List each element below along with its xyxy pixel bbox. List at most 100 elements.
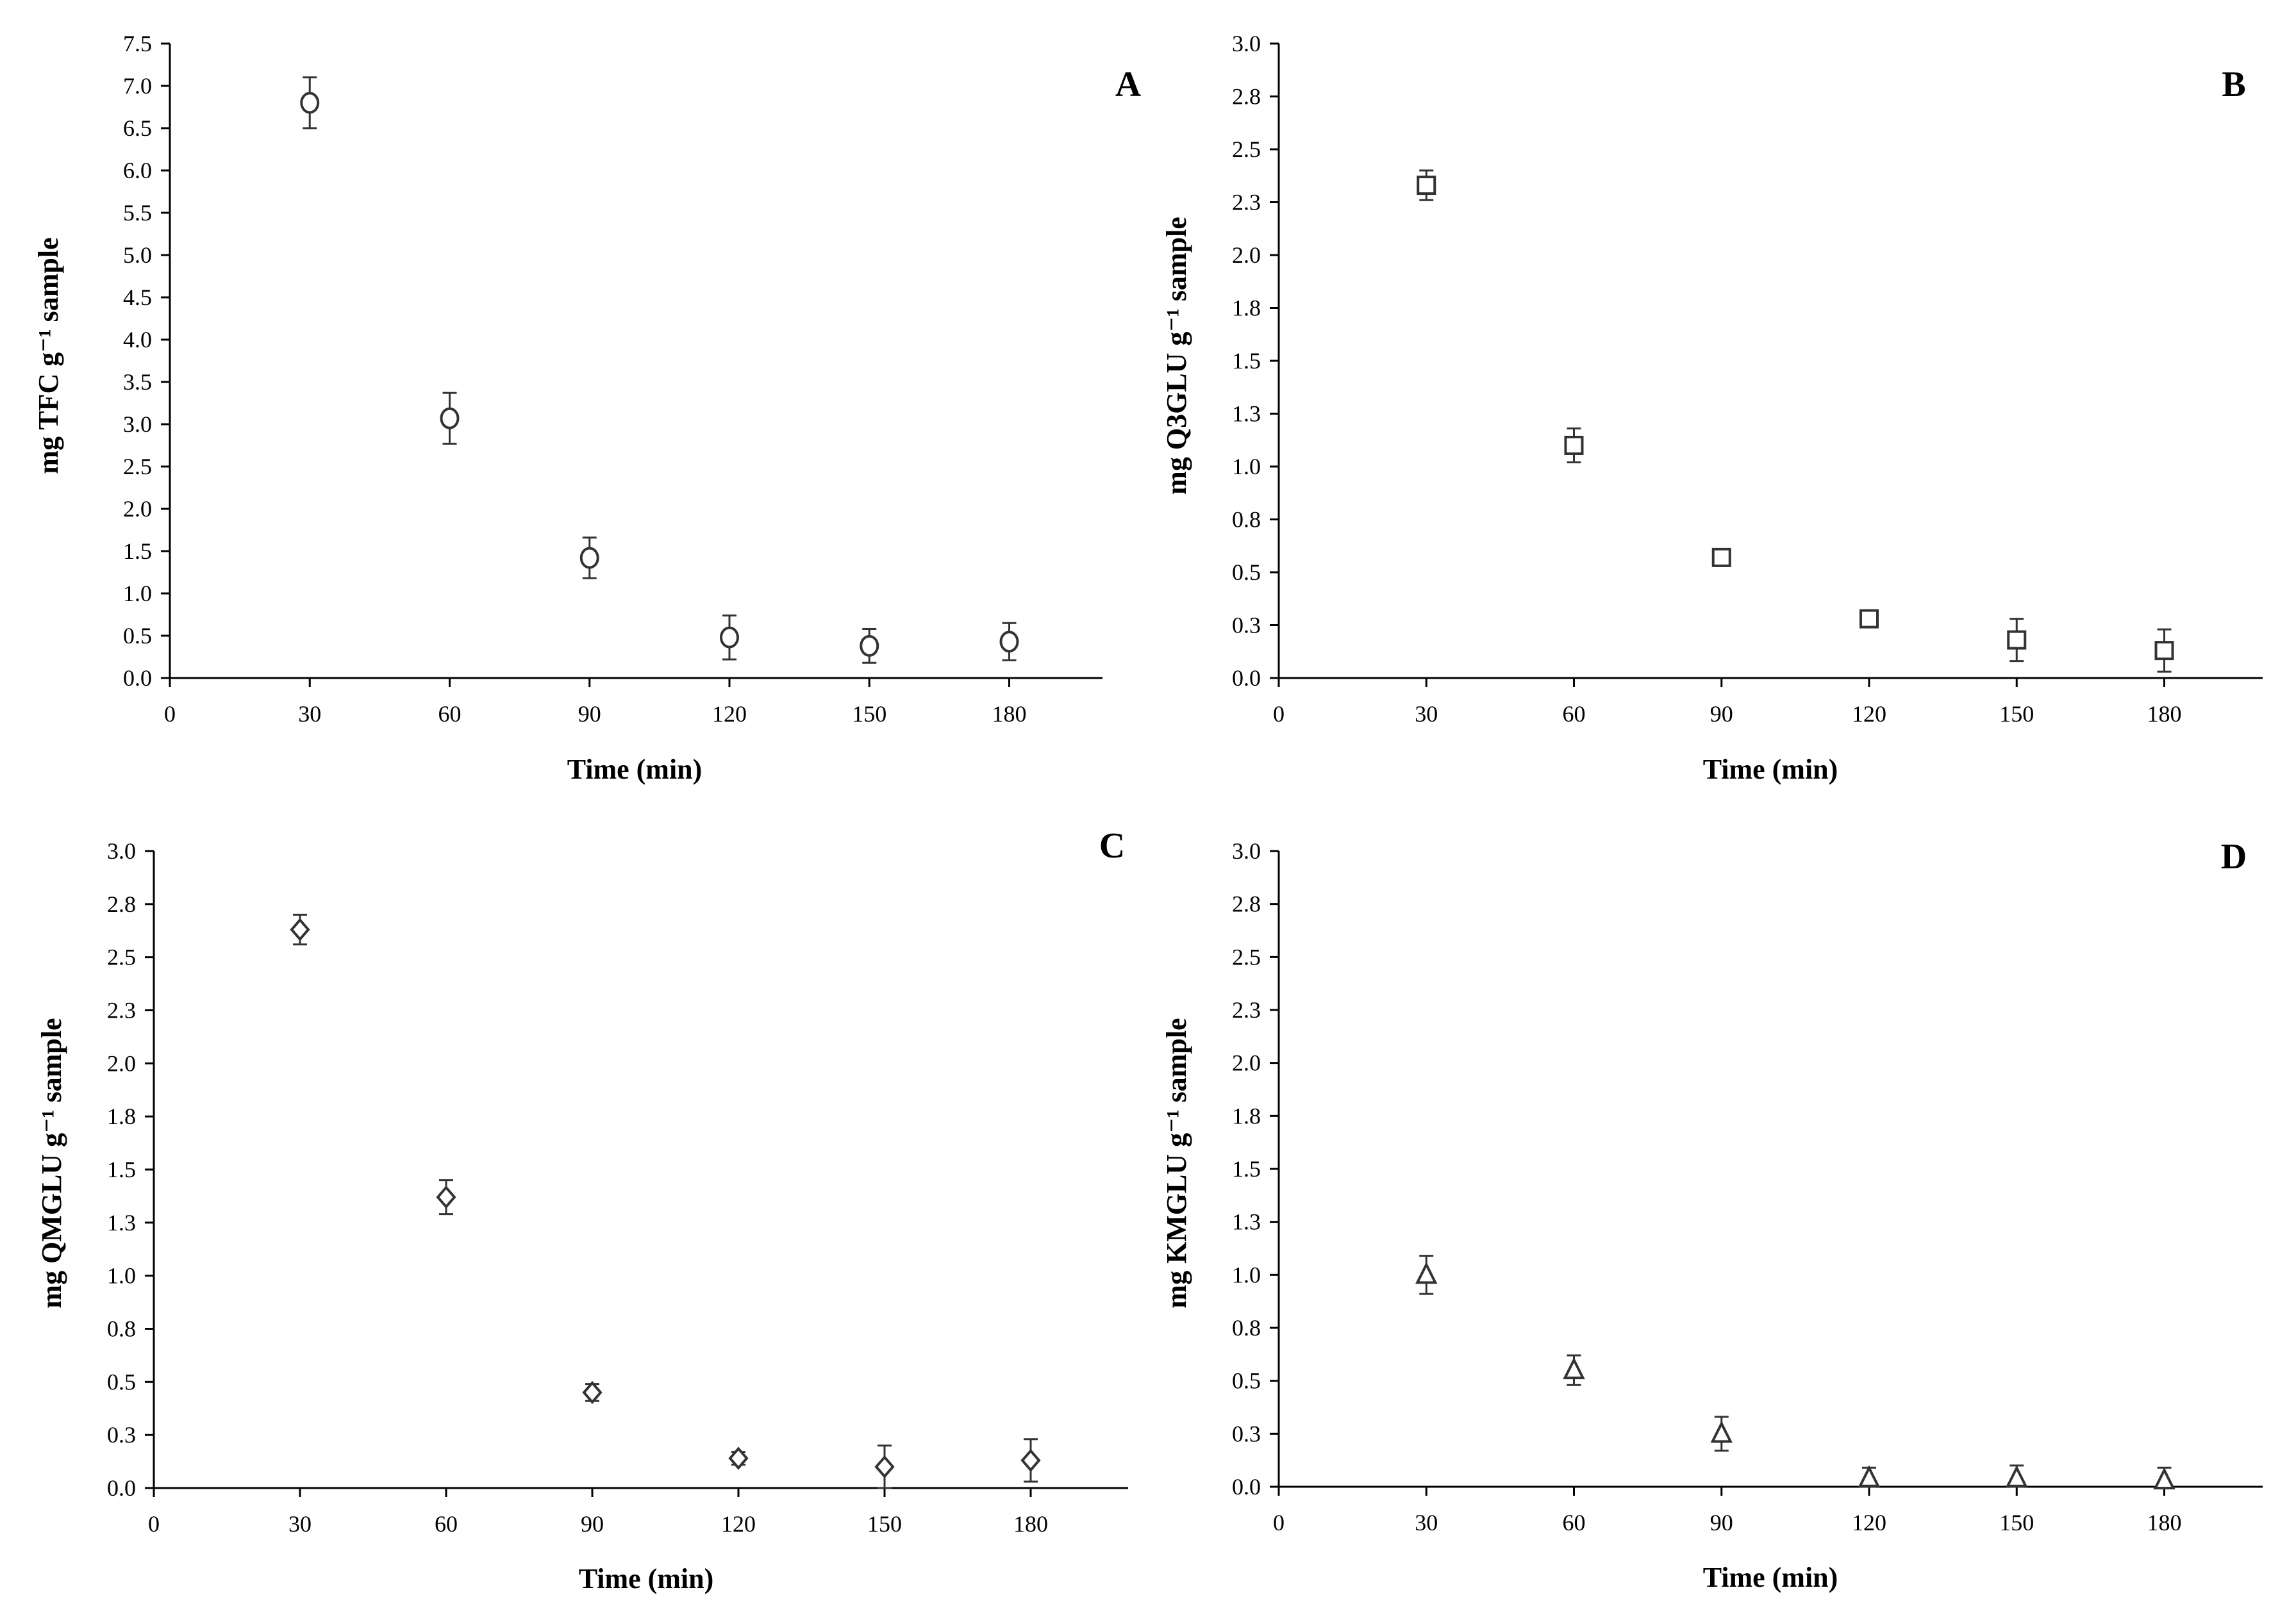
panel-c-y-axis-label: mg QMGLU g⁻¹ sample	[36, 1018, 67, 1308]
panel-c-marks	[290, 913, 1041, 1489]
panel-c-x-tick-label: 60	[435, 1511, 458, 1537]
panel-d-data-point	[1858, 1465, 1881, 1488]
panel-d-y-tick-label: 2.3	[1232, 997, 1261, 1023]
panel-c-letter: C	[1099, 826, 1125, 866]
panel-c-x-tick-label: 180	[1013, 1511, 1048, 1537]
panel-b-y-tick-label: 1.3	[1232, 401, 1261, 427]
panel-b-data-point	[2007, 618, 2027, 663]
panel-c-y-tick-label: 0.5	[107, 1369, 136, 1394]
panel-b-letter: B	[2222, 65, 2245, 104]
panel-a-x-tick-label: 30	[298, 701, 321, 727]
panel-a-y-tick-label: 5.5	[123, 200, 152, 226]
panel-a-data-point	[300, 76, 320, 129]
panel-b-marks	[1417, 169, 2174, 673]
panel-b-y-tick-label: 2.8	[1232, 84, 1261, 110]
panel-a-y-tick-label: 1.0	[123, 581, 152, 606]
panel-d-y-tick-label: 0.0	[1232, 1474, 1261, 1500]
panel-b-y-tick-label: 0.0	[1232, 665, 1261, 691]
panel-a-marker	[579, 547, 599, 569]
panel-c-y-tick-label: 0.8	[107, 1316, 136, 1342]
panel-b-y-tick-label: 2.3	[1232, 190, 1261, 215]
panel-d-y-tick-label: 2.0	[1232, 1050, 1261, 1076]
panel-d-y-tick-label: 1.0	[1232, 1262, 1261, 1287]
panel-a-data-point	[720, 614, 739, 661]
panel-c-marker	[290, 918, 310, 941]
panel-c-data-point	[582, 1380, 603, 1404]
panel-b-marker	[1859, 609, 1879, 629]
panel-b-axes: 0 30 60 90 120 150 180 0.0 0.3 0.5 0.8 1.0 1.3 1.5 1.8…	[1232, 31, 2263, 727]
panel-a-axes: 0 30 60 90 120 150 180 0.0 0.5 1.0 1.5 2.0 2.5 3.0 3.5…	[123, 31, 1102, 727]
panel-c-marker	[582, 1380, 603, 1404]
panel-c-y-tick-label: 1.3	[107, 1210, 136, 1236]
panel-b-x-tick-label: 60	[1563, 701, 1586, 727]
panel-b-x-tick-label: 120	[1852, 701, 1886, 727]
panel-c-data-point	[436, 1179, 456, 1216]
panel-a-y-tick-label: 3.0	[123, 411, 152, 437]
panel-a-x-tick-label: 180	[992, 701, 1027, 727]
panel-b-y-tick-label: 0.5	[1232, 559, 1261, 585]
panel-a-data-point	[440, 392, 460, 445]
panel-d: 0 30 60 90 120 150 180 0.0 0.3 0.5 0.8 1.0 1.3 1.5 1.8…	[1161, 837, 2263, 1593]
panel-c-y-tick-label: 2.8	[107, 891, 136, 917]
panel-b-x-tick-label: 30	[1415, 701, 1438, 727]
panel-a-y-tick-label: 7.0	[123, 73, 152, 99]
panel-a-y-tick-label: 4.0	[123, 327, 152, 352]
panel-d-data-point	[1415, 1255, 1438, 1295]
panel-c-y-tick-label: 2.3	[107, 998, 136, 1023]
panel-d-x-tick-label: 180	[2147, 1510, 2182, 1535]
panel-c-data-point	[728, 1446, 749, 1470]
panel-d-y-tick-label: 1.8	[1232, 1103, 1261, 1129]
panel-d-y-tick-label: 1.5	[1232, 1156, 1261, 1182]
panel-c-marker	[874, 1455, 895, 1478]
panel-a-marker	[440, 407, 460, 429]
panel-d-marker	[1415, 1261, 1438, 1284]
panel-c-y-tick-label: 2.0	[107, 1050, 136, 1076]
panel-d-y-axis-label: mg KMGLU g⁻¹ sample	[1161, 1018, 1192, 1308]
panel-c-y-tick-label: 2.5	[107, 945, 136, 970]
panel-b-y-tick-label: 1.8	[1232, 295, 1261, 321]
panel-c-marker	[728, 1446, 749, 1470]
panel-a-x-tick-label: 90	[578, 701, 601, 727]
panel-d-x-tick-label: 90	[1710, 1510, 1733, 1535]
panel-b-y-tick-label: 2.5	[1232, 136, 1261, 162]
panel-d-y-tick-label: 3.0	[1232, 838, 1261, 864]
panel-b-x-axis-label: Time (min)	[1703, 754, 1838, 785]
panel-a-marker	[999, 631, 1019, 653]
panel-a-y-tick-label: 2.0	[123, 496, 152, 522]
panel-d-y-tick-label: 1.3	[1232, 1209, 1261, 1235]
panel-a-y-tick-label: 6.5	[123, 115, 152, 141]
panel-d-y-tick-label: 0.3	[1232, 1421, 1261, 1446]
panel-a-x-tick-label: 0	[164, 701, 176, 727]
panel-c-axes: 0 30 60 90 120 150 180 0.0 0.3 0.5 0.8 1.0 1.3 1.5 1.8…	[107, 838, 1128, 1537]
panel-b-x-tick-label: 150	[1999, 701, 2034, 727]
panel-d-y-tick-label: 0.5	[1232, 1368, 1261, 1394]
panel-a-y-tick-label: 0.0	[123, 665, 152, 691]
panel-a-x-tick-label: 60	[438, 701, 462, 727]
panel-a-letter: A	[1115, 65, 1142, 104]
panel-d-y-tick-label: 2.8	[1232, 891, 1261, 917]
panel-b-y-tick-label: 3.0	[1232, 31, 1261, 56]
panel-c-data-point	[874, 1444, 895, 1489]
panel-b-marker	[2154, 641, 2174, 661]
panel-c: 0 30 60 90 120 150 180 0.0 0.3 0.5 0.8 1.0 1.3 1.5 1.8…	[36, 826, 1128, 1594]
panel-a-data-point	[579, 536, 599, 579]
panel-c-data-point	[1020, 1438, 1041, 1483]
panel-b-y-tick-label: 0.3	[1232, 613, 1261, 638]
panel-a-y-tick-label: 7.5	[123, 31, 152, 56]
panel-d-x-tick-label: 120	[1852, 1510, 1886, 1535]
panel-d-data-point	[1710, 1416, 1733, 1452]
panel-c-x-tick-label: 30	[288, 1511, 312, 1537]
panel-d-x-tick-label: 30	[1415, 1510, 1438, 1535]
panel-d-axes: 0 30 60 90 120 150 180 0.0 0.3 0.5 0.8 1.0 1.3 1.5 1.8…	[1232, 838, 2263, 1535]
panel-b-y-tick-label: 0.8	[1232, 507, 1261, 533]
panel-a-data-point	[999, 622, 1019, 661]
panel-d-marker	[1563, 1357, 1585, 1380]
panel-b-y-tick-label: 2.0	[1232, 242, 1261, 268]
panel-a-marker	[720, 626, 739, 649]
panel-a-x-axis-label: Time (min)	[567, 754, 703, 785]
panel-a-x-tick-label: 120	[712, 701, 747, 727]
panel-b-y-tick-label: 1.0	[1232, 454, 1261, 479]
panel-b-marker	[2007, 630, 2027, 650]
